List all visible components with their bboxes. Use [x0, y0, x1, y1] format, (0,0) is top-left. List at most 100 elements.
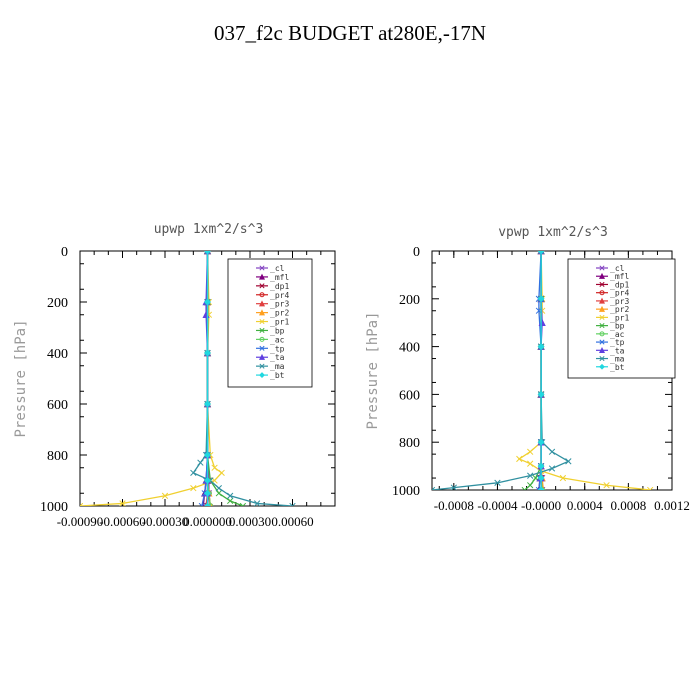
seriesbt-point	[203, 400, 212, 408]
legend-marker	[258, 353, 266, 360]
seriesma-point	[289, 502, 296, 506]
legend-label: _tp	[270, 344, 285, 353]
y-tick-label: 400	[47, 347, 68, 362]
legend-marker	[598, 346, 606, 354]
seriesma-point	[190, 469, 197, 477]
series-group	[80, 251, 296, 506]
seriespr1-point	[218, 469, 225, 477]
legend-label: _pr4	[610, 289, 629, 298]
legend-label: _ta	[610, 346, 625, 355]
seriespr1-point	[211, 464, 218, 471]
y-tick-label: 200	[399, 293, 420, 308]
x-tick-label: -0.0000	[521, 498, 561, 513]
seriesbt-point	[203, 476, 212, 485]
y-tick-label: 800	[47, 449, 68, 464]
seriesma-line	[432, 251, 570, 490]
legend-marker	[259, 345, 265, 351]
legend-label: _ma	[610, 355, 625, 364]
legend-marker	[599, 355, 605, 362]
y-tick-label: 1000	[40, 500, 68, 515]
y-tick-label: 200	[47, 296, 68, 311]
legend-marker	[599, 281, 605, 288]
seriesac-point	[207, 503, 214, 506]
legend-label: _tp	[610, 338, 625, 347]
seriesbt-point	[537, 474, 545, 482]
x-tick-label: 0.00030	[229, 514, 271, 529]
panel-title: vpwp 1xm^2/s^3	[498, 225, 608, 240]
x-tick-label: -0.00090	[57, 514, 104, 529]
legend-label: _pr1	[610, 313, 629, 322]
legend-label: _ta	[270, 353, 285, 362]
x-tick-label: -0.00060	[99, 514, 146, 529]
legend: _cl_mfl_dp1_pr4_pr3_pr2_pr1_bp_ac_tp_ta_…	[567, 258, 676, 379]
legend-box	[567, 258, 676, 379]
seriespr1-point	[559, 474, 567, 482]
legend-label: _ac	[270, 335, 285, 344]
seriesbp-point	[215, 490, 222, 497]
legend-label: _pr4	[270, 291, 289, 300]
seriespr1-point	[647, 486, 654, 490]
seriestp-point	[198, 502, 205, 506]
seriesbt-point	[203, 451, 212, 459]
legend-label: _dp1	[270, 282, 289, 291]
seriesma-point	[548, 448, 556, 455]
legend-label: _bp	[610, 322, 625, 331]
legend-marker	[598, 272, 606, 279]
seriespr1-point	[527, 460, 534, 467]
seriespr1-point	[190, 484, 197, 492]
legend-label: _dp1	[610, 280, 629, 289]
seriesma-point	[197, 459, 204, 466]
seriesbt-point	[203, 502, 212, 506]
legend-label: _pr3	[270, 300, 289, 309]
legend-marker	[259, 327, 265, 334]
legend-box	[227, 258, 313, 388]
x-tick-label: 0.000000	[183, 514, 232, 529]
x-tick-label: -0.0004	[477, 498, 518, 513]
seriesbp-point	[527, 482, 534, 489]
legend-marker	[259, 363, 265, 369]
seriespr1-point	[161, 492, 169, 499]
seriesma-point	[565, 458, 572, 465]
legend-marker	[599, 339, 605, 345]
legend-marker	[259, 292, 265, 298]
seriesma-point	[450, 484, 457, 490]
seriesbt-point	[537, 390, 545, 398]
seriesbt-point	[537, 251, 545, 255]
y-tick-label: 0	[413, 245, 420, 260]
seriespr1-point	[527, 448, 534, 455]
seriesbt-point	[203, 349, 212, 357]
seriespr1-point	[603, 482, 610, 489]
legend-label: _pr2	[270, 309, 289, 318]
panel-upwp: upwp 1xm^2/s^302004006008001000-0.00090-…	[13, 222, 336, 529]
legend-label: _mfl	[610, 272, 629, 281]
y-tick-label: 400	[399, 341, 420, 356]
seriesbt-point	[537, 295, 545, 303]
seriesbt-point	[203, 489, 212, 497]
legend-label: _cl	[610, 264, 625, 273]
legend-marker	[599, 331, 605, 337]
legend-label: _bt	[610, 363, 625, 372]
legend-label: _pr2	[610, 305, 629, 314]
legend-marker	[258, 300, 266, 307]
x-tick-label: 0.0008	[610, 498, 646, 513]
seriesma-point	[494, 479, 501, 486]
x-tick-label: 0.0004	[567, 498, 603, 513]
legend-marker	[599, 323, 605, 329]
seriesma-point	[204, 251, 211, 255]
seriesma-point	[227, 492, 234, 499]
seriesbt-point	[537, 462, 545, 470]
x-tick-label: -0.0008	[434, 498, 474, 513]
seriespr1-point	[516, 455, 523, 463]
legend-label: _pr3	[610, 297, 629, 306]
legend-label: _bt	[270, 371, 285, 380]
legend-marker	[259, 318, 265, 325]
y-tick-label: 800	[399, 436, 420, 451]
legend-marker	[259, 336, 265, 342]
seriesbt-point	[203, 251, 212, 255]
legend-marker	[259, 283, 265, 289]
seriesbp-point	[239, 502, 247, 506]
legend: _cl_mfl_dp1_pr4_pr3_pr2_pr1_bp_ac_tp_ta_…	[227, 258, 313, 388]
seriespr1-point	[119, 500, 126, 506]
